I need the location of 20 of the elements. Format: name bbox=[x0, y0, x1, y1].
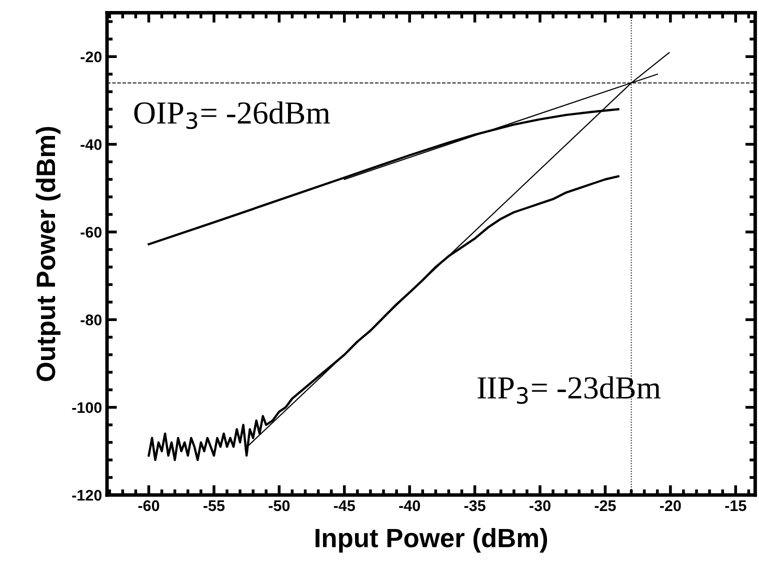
x-tick-label: -25 bbox=[594, 500, 616, 512]
y-tick-label: -120 bbox=[72, 490, 102, 501]
x-tick-label: -55 bbox=[204, 500, 225, 512]
annotation: OIP$_{3}$= -26dBm bbox=[134, 101, 330, 130]
x-tick-label: -35 bbox=[464, 500, 486, 512]
x-tick-label: -40 bbox=[399, 500, 420, 512]
y-tick-label: -80 bbox=[80, 314, 102, 326]
x-tick-label: -60 bbox=[138, 500, 160, 512]
x-tick-label: -50 bbox=[268, 500, 290, 512]
y-tick-label: -100 bbox=[72, 402, 102, 414]
y-tick-label: -40 bbox=[80, 139, 102, 150]
x-tick-label: -15 bbox=[725, 500, 746, 512]
y-axis-title: Output Power (dBm) bbox=[36, 126, 60, 382]
x-tick-label: -20 bbox=[660, 500, 681, 512]
x-tick-label: -45 bbox=[334, 500, 355, 512]
y-tick-label: -20 bbox=[80, 51, 102, 62]
y-tick-label: -60 bbox=[80, 226, 102, 238]
x-tick-label: -30 bbox=[530, 500, 550, 512]
x-axis-title: Input Power (dBm) bbox=[316, 528, 548, 553]
annotation: IIP$_{3}$= -23dBm bbox=[478, 376, 661, 404]
